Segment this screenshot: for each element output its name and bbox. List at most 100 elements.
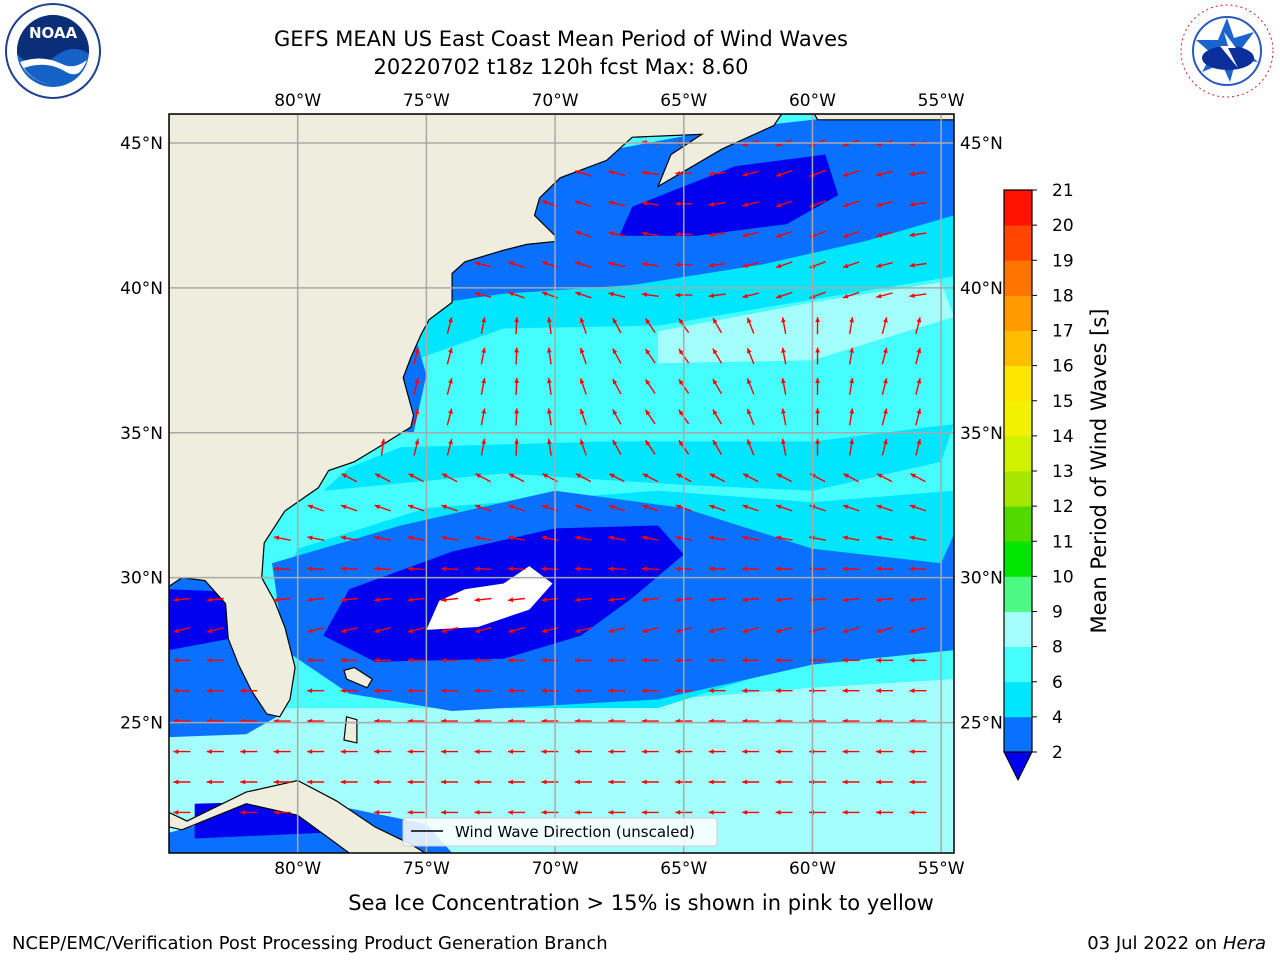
- lat-tick-label-right: 40°N: [960, 279, 1003, 299]
- wave-direction-arrow: [909, 535, 927, 541]
- wave-direction-arrow: [514, 347, 519, 365]
- wave-direction-arrow: [644, 348, 656, 364]
- wave-direction-arrow: [407, 810, 425, 815]
- wave-direction-arrow: [474, 261, 492, 268]
- wave-direction-arrow: [407, 566, 425, 572]
- wave-direction-arrow: [708, 293, 726, 298]
- wave-direction-arrow: [742, 261, 760, 268]
- wave-direction-arrow: [641, 749, 659, 754]
- colorbar-tick-label: 21: [1052, 181, 1074, 201]
- wave-direction-arrow: [441, 810, 458, 815]
- lon-tick-label-bottom: 60°W: [789, 859, 836, 879]
- wave-direction-arrow: [775, 810, 793, 815]
- wave-direction-arrow: [374, 627, 392, 634]
- wave-direction-arrow: [775, 291, 793, 299]
- wave-direction-arrow: [742, 535, 760, 541]
- wave-direction-arrow: [608, 200, 626, 207]
- colorbar-tick-label: 10: [1052, 567, 1074, 587]
- map-gridlines: [169, 114, 954, 853]
- map-area: 80°W 80°W 75°W 75°W 70°W 70°W 65°W 65°W 60°W 60°W…: [120, 91, 1003, 879]
- wave-direction-arrow: [742, 504, 759, 512]
- wave-direction-arrow: [644, 409, 656, 425]
- wave-direction-arrow: [712, 317, 723, 334]
- wave-direction-arrow: [575, 170, 592, 177]
- wave-direction-arrow: [514, 438, 519, 456]
- wave-direction-arrow: [474, 535, 492, 541]
- wave-direction-arrow: [909, 779, 927, 785]
- wave-direction-arrow: [340, 688, 358, 694]
- wave-direction-arrow: [641, 810, 659, 815]
- wave-direction-arrow: [413, 378, 420, 395]
- wave-direction-arrow: [514, 377, 519, 395]
- wave-direction-arrow: [775, 261, 793, 269]
- lat-tick-label-right: 30°N: [960, 569, 1003, 589]
- wave-direction-arrow: [173, 627, 191, 634]
- wave-direction-arrow: [876, 473, 893, 483]
- lon-tick-label-bottom: 55°W: [918, 859, 965, 879]
- colorbar-tick-label: 2: [1052, 743, 1063, 763]
- lon-tick-label-top: 70°W: [532, 91, 579, 111]
- wave-direction-arrow: [574, 535, 592, 541]
- wave-direction-arrow: [574, 566, 592, 572]
- wave-direction-arrow: [547, 377, 552, 395]
- wave-direction-arrow: [746, 378, 755, 395]
- wave-direction-arrow: [849, 347, 854, 365]
- lat-tick-label-right: 35°N: [960, 424, 1003, 444]
- wave-direction-arrow: [441, 504, 458, 512]
- land-bahamas: [343, 716, 358, 744]
- wave-direction-arrow: [842, 566, 860, 572]
- wave-direction-arrow: [815, 377, 820, 395]
- wave-direction-arrow: [775, 749, 793, 754]
- wave-direction-arrow: [842, 230, 860, 238]
- wave-direction-arrow: [408, 473, 424, 483]
- wave-direction-arrow: [508, 779, 525, 785]
- wave-direction-arrow: [815, 408, 820, 426]
- colorbar-segment: [1004, 435, 1032, 472]
- wave-direction-arrow: [909, 688, 927, 694]
- colorbar-tick-label: 14: [1052, 427, 1074, 447]
- wave-direction-arrow: [781, 438, 787, 456]
- wave-direction-arrow: [173, 779, 191, 785]
- map-frame: [168, 113, 955, 854]
- colorbar-segment: [1004, 471, 1032, 507]
- wave-direction-arrow: [206, 779, 224, 785]
- wave-direction-arrow: [508, 810, 525, 815]
- colorbar-segment: [1004, 541, 1032, 577]
- wave-direction-arrow: [608, 535, 626, 541]
- wave-direction-arrow: [307, 688, 325, 694]
- wave-direction-arrow: [641, 535, 659, 541]
- colorbar-segment: [1004, 330, 1032, 367]
- wave-direction-arrow: [708, 535, 726, 541]
- colorbar-tick-label: 19: [1052, 251, 1074, 271]
- wave-direction-arrow: [374, 566, 392, 572]
- wave-direction-arrow: [708, 749, 726, 754]
- period-band-8-9: [658, 282, 954, 364]
- wave-direction-arrow: [876, 657, 893, 663]
- wave-direction-arrow: [612, 317, 622, 334]
- wave-direction-arrow: [340, 657, 358, 663]
- wave-direction-arrow: [909, 232, 927, 238]
- wave-direction-arrow: [644, 439, 656, 455]
- wave-direction-arrow: [910, 473, 926, 483]
- wave-direction-arrow: [579, 408, 587, 426]
- wave-direction-arrow: [876, 231, 893, 238]
- wave-direction-arrow: [642, 504, 659, 512]
- wave-direction-arrow: [746, 408, 755, 425]
- wave-direction-arrow: [507, 566, 526, 572]
- wave-direction-arrow: [575, 473, 592, 483]
- wave-direction-arrow: [240, 810, 258, 815]
- wave-direction-arrow: [374, 473, 391, 483]
- colorbar-segment: [1004, 646, 1032, 683]
- wave-direction-arrow: [641, 657, 659, 663]
- lon-tick-label-top: 80°W: [274, 91, 321, 111]
- wave-direction-arrow: [240, 779, 258, 785]
- noaa-logo-text: NOAA: [29, 24, 78, 42]
- wave-direction-arrow: [775, 657, 793, 663]
- footer-date-text: 03 Jul 2022 on: [1087, 933, 1223, 954]
- wave-direction-arrow: [474, 749, 492, 754]
- no-data-region: [426, 566, 553, 630]
- wave-direction-arrow: [341, 473, 358, 483]
- wave-direction-arrow: [742, 749, 760, 754]
- wave-direction-arrow: [708, 657, 726, 663]
- colorbar-segment: [1004, 260, 1032, 296]
